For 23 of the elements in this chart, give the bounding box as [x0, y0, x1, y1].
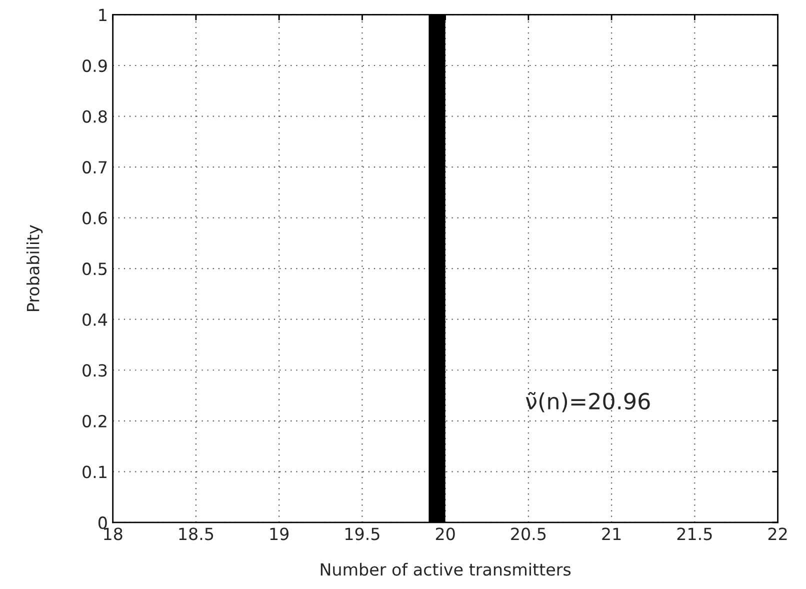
x-tick-label: 21.5 — [677, 528, 712, 540]
x-tick-label: 18.5 — [179, 528, 214, 540]
x-axis-title: Number of active transmitters — [320, 562, 571, 576]
x-tick-label: 19.5 — [345, 528, 380, 540]
x-tick-label: 18 — [104, 528, 122, 540]
x-tick-label: 22 — [768, 528, 787, 540]
y-tick-label: 0.1 — [82, 466, 106, 478]
y-tick-label: 0.4 — [82, 313, 108, 326]
x-tick-label: 20 — [436, 528, 455, 540]
y-tick-label: 0.2 — [82, 414, 106, 428]
y-tick-label: 1 — [99, 8, 106, 22]
annotation: ν̃(n)=20.96 — [526, 392, 650, 412]
y-tick-label: 0.3 — [82, 364, 107, 377]
y-tick-label: 0 — [98, 516, 107, 530]
y-tick-label: 0.7 — [82, 161, 107, 174]
y-tick-label: 0.6 — [82, 212, 107, 224]
x-tick-label: 21 — [602, 528, 621, 540]
x-tick-label: 19 — [270, 528, 289, 540]
x-tick-label: 20.5 — [511, 528, 546, 540]
y-axis-title: Probability — [26, 225, 43, 311]
y-tick-label: 0.9 — [82, 59, 107, 72]
y-tick-label: 0.5 — [82, 262, 107, 276]
y-tick-label: 0.8 — [82, 110, 107, 123]
